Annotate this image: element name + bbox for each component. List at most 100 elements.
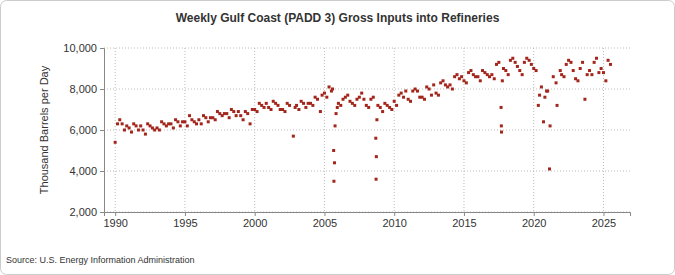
point — [144, 133, 147, 136]
tick-mark — [100, 48, 104, 49]
point — [225, 112, 228, 115]
point — [572, 69, 575, 72]
grid-line — [104, 130, 630, 131]
tick: 1990 — [103, 212, 127, 229]
grid-line — [603, 48, 604, 212]
point — [490, 73, 493, 76]
tick: 4,000 — [69, 165, 104, 177]
point — [295, 104, 298, 107]
y-axis: 2,0004,0006,0008,00010,000 — [63, 42, 104, 218]
tick-mark — [324, 212, 325, 216]
grid-line — [115, 48, 116, 212]
point — [514, 61, 517, 64]
point — [588, 69, 591, 72]
tick: 8,000 — [69, 83, 104, 95]
point — [186, 124, 189, 127]
point — [335, 112, 338, 115]
point — [460, 75, 463, 78]
point — [546, 90, 549, 93]
point — [437, 94, 440, 97]
point — [195, 122, 198, 125]
point — [583, 98, 586, 101]
point — [400, 92, 403, 95]
point — [516, 65, 519, 68]
point — [242, 118, 245, 121]
point — [530, 63, 533, 66]
point — [500, 124, 503, 127]
point — [597, 71, 600, 74]
tick-label: 2010 — [382, 217, 406, 229]
tick-mark — [255, 212, 256, 216]
point — [563, 75, 566, 78]
point — [362, 98, 365, 101]
point — [604, 79, 607, 82]
tick-label: 8,000 — [69, 83, 97, 95]
point — [332, 149, 335, 152]
chart: 199019952000200520102015202020252,0004,0… — [0, 0, 675, 275]
tick-mark — [394, 212, 395, 216]
tick-mark — [185, 212, 186, 216]
tick: 2,000 — [69, 206, 104, 218]
point — [372, 96, 375, 99]
point — [455, 73, 458, 76]
tick-mark — [100, 171, 104, 172]
tick-label: 6,000 — [69, 124, 97, 136]
point — [390, 108, 393, 111]
point — [586, 73, 589, 76]
point — [276, 104, 279, 107]
point — [358, 96, 361, 99]
y-axis-title: Thousand Barrels per Day — [38, 65, 50, 194]
tick: 2020 — [522, 212, 546, 229]
point — [504, 69, 507, 72]
point — [423, 98, 426, 101]
point — [197, 118, 200, 121]
point — [214, 118, 217, 121]
point — [207, 120, 210, 123]
point — [428, 88, 431, 91]
x-axis-line — [105, 213, 631, 217]
point — [336, 106, 339, 109]
tick-label: 1995 — [173, 217, 197, 229]
tick: 2000 — [243, 212, 267, 229]
point — [511, 57, 514, 60]
tick-mark — [464, 212, 465, 216]
point — [393, 100, 396, 103]
point — [559, 69, 562, 72]
point — [404, 90, 407, 93]
point — [237, 110, 240, 113]
point — [556, 104, 559, 107]
point — [128, 126, 131, 129]
point — [442, 79, 445, 82]
tick-mark — [100, 89, 104, 90]
point — [409, 100, 412, 103]
title: Weekly Gulf Coast (PADD 3) Gross Inputs … — [176, 11, 500, 25]
point — [476, 75, 479, 78]
point — [232, 110, 235, 113]
point — [479, 79, 482, 82]
point — [609, 63, 612, 66]
point — [595, 57, 598, 60]
point — [381, 110, 384, 113]
point — [375, 155, 378, 158]
point — [311, 104, 314, 107]
point — [121, 122, 124, 125]
frame — [1, 1, 675, 275]
point — [270, 108, 273, 111]
point — [183, 120, 186, 123]
point — [204, 116, 207, 119]
tick-mark — [100, 130, 104, 131]
tick: 2015 — [452, 212, 476, 229]
point — [379, 106, 382, 109]
point — [537, 104, 540, 107]
point — [353, 104, 356, 107]
point — [602, 71, 605, 74]
x-axis: 19901995200020052010201520202025 — [103, 212, 630, 229]
point — [297, 108, 300, 111]
tick-label: 2,000 — [69, 206, 97, 218]
tick: 2010 — [382, 212, 406, 229]
point — [332, 180, 335, 183]
tick-mark — [100, 212, 104, 213]
grid-line — [184, 48, 185, 212]
grid — [104, 48, 630, 212]
tick-label: 2020 — [522, 217, 546, 229]
